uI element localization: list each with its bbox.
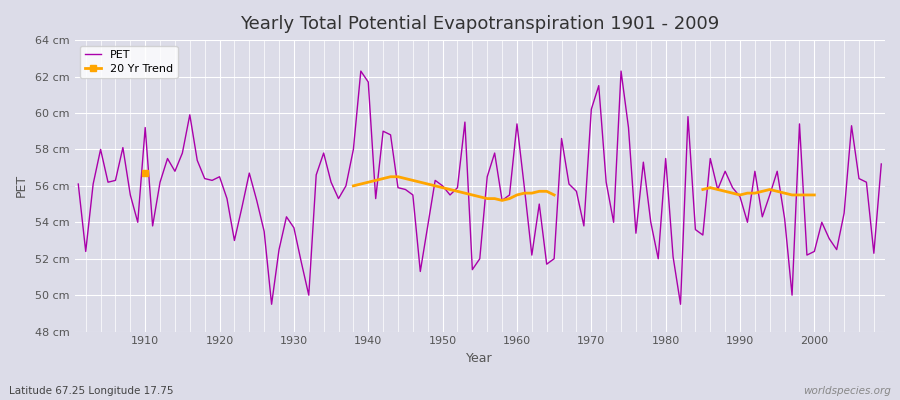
PET (73, 182, 84, 186)
PET (519, 185, 530, 190)
PET (266, 302, 277, 307)
PET (356, 69, 366, 74)
PET (303, 293, 314, 298)
PET (876, 162, 886, 166)
PET (526, 253, 537, 258)
X-axis label: Year: Year (466, 352, 493, 365)
PET (348, 147, 359, 152)
PET (132, 220, 143, 225)
Y-axis label: PET: PET (15, 174, 28, 198)
Text: Latitude 67.25 Longitude 17.75: Latitude 67.25 Longitude 17.75 (9, 386, 174, 396)
Title: Yearly Total Potential Evapotranspiration 1901 - 2009: Yearly Total Potential Evapotranspiratio… (240, 15, 719, 33)
PET (616, 69, 626, 74)
Legend: PET, 20 Yr Trend: PET, 20 Yr Trend (80, 46, 177, 78)
Line: PET: PET (78, 71, 881, 304)
Text: worldspecies.org: worldspecies.org (803, 386, 891, 396)
